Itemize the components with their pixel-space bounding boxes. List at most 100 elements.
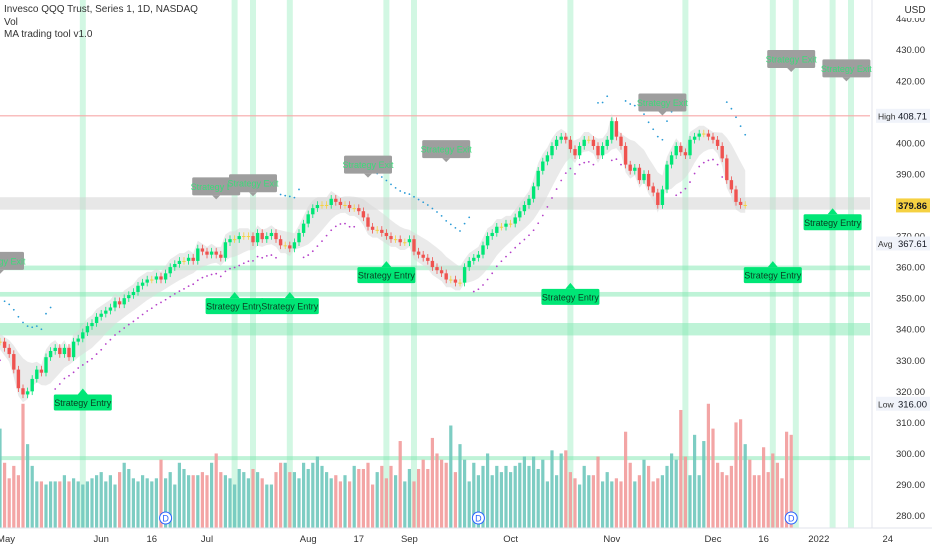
trailing-stop-dot — [104, 343, 107, 345]
currency-badge[interactable]: USD — [903, 4, 927, 18]
symbol-title[interactable]: Invesco QQQ Trust, Series 1, 1D, NASDAQ — [4, 4, 198, 15]
strategy-exit-marker: Strategy Exit — [766, 50, 817, 73]
signal-highlight-band — [792, 0, 799, 528]
trailing-stop-dot — [445, 220, 448, 222]
volume-bar — [752, 475, 756, 528]
volume-bar — [58, 481, 62, 528]
volume-bar — [748, 459, 752, 528]
candle-body — [642, 173, 646, 181]
volume-bar — [274, 472, 278, 528]
volume-bar — [384, 478, 388, 528]
candle-body — [67, 347, 71, 358]
strategy-entry-box — [53, 394, 112, 411]
candle-body — [490, 232, 494, 237]
candle-body — [633, 167, 637, 171]
candle-body — [531, 186, 536, 199]
trailing-stop-dot — [578, 163, 581, 166]
time-axis-tick: Sep — [401, 534, 418, 545]
volume-bar — [430, 437, 434, 528]
candle-body — [692, 136, 697, 140]
price-marker-box — [896, 108, 930, 123]
volume-bar — [348, 481, 352, 528]
volume-bar — [472, 462, 476, 528]
trailing-stop-dot — [679, 191, 682, 194]
dividend-marker-label: D — [788, 514, 795, 524]
volume-bar — [591, 475, 595, 528]
strategy-entry-label: Strategy Entry — [206, 302, 264, 312]
candle-body — [131, 291, 136, 296]
price-marker-label: Low — [878, 399, 894, 409]
time-axis-tick: 16 — [758, 534, 769, 545]
trailing-stop-dot — [307, 254, 310, 256]
candle-body — [623, 145, 628, 165]
trailing-stop-dot — [592, 163, 595, 166]
candle-body — [306, 214, 310, 224]
candle-body — [113, 301, 117, 308]
candle-body — [48, 350, 53, 358]
volume-bar — [371, 484, 375, 528]
trailing-stop-dot — [118, 330, 121, 333]
ma-indicator-label[interactable]: MA trading tool v1.0 — [4, 29, 93, 40]
trailing-stop-dot — [22, 321, 24, 324]
strategy-exit-label: Strategy Exit — [342, 160, 394, 170]
candle-body — [610, 121, 614, 140]
candle-body — [738, 201, 743, 205]
candle-body — [288, 245, 292, 249]
volume-bar — [614, 478, 618, 528]
support-zone — [0, 197, 870, 210]
candle-body — [449, 279, 453, 281]
trailing-stop-dot — [233, 266, 236, 269]
volume-bar — [407, 468, 411, 528]
volume-bar — [205, 475, 209, 528]
trailing-stop-dot — [735, 116, 737, 119]
volume-bar — [380, 465, 384, 528]
trailing-stop-dot — [247, 260, 250, 263]
candle-body — [467, 260, 471, 268]
volume-bar — [444, 462, 448, 528]
candle-body — [352, 208, 356, 210]
candle-body — [564, 136, 568, 140]
trailing-stop-dot — [100, 348, 103, 351]
trailing-stop-dot — [91, 357, 93, 360]
trailing-stop-dot — [132, 320, 135, 323]
volume-bar — [743, 444, 747, 528]
candle-body — [246, 236, 251, 238]
trailing-stop-dot — [477, 288, 480, 291]
trailing-stop-dot — [417, 198, 420, 201]
volume-bar — [610, 481, 614, 528]
volume-bar — [366, 462, 370, 528]
trailing-stop-dot — [261, 256, 264, 259]
trailing-stop-dot — [661, 138, 664, 141]
volume-indicator-label[interactable]: Vol — [4, 16, 18, 28]
trailing-stop-dot — [684, 187, 687, 190]
candle-body — [7, 347, 11, 355]
volume-bar — [412, 481, 416, 528]
strategy-entry-marker: Strategy Entry — [53, 388, 112, 411]
strategy-entry-marker: Strategy Entry — [357, 261, 415, 284]
trailing-stop-dot — [302, 256, 305, 259]
trailing-stop-dot — [325, 234, 328, 237]
chart-legend: Invesco QQQ Trust, Series 1, 1D, NASDAQ … — [4, 4, 198, 42]
trailing-stop-dot — [183, 287, 185, 290]
trailing-stop-dot — [597, 101, 599, 104]
volume-bar — [21, 403, 25, 528]
volume-bar — [306, 468, 310, 528]
candle-body — [508, 223, 513, 225]
trailing-stop-dot — [17, 315, 20, 318]
trailing-stop-dot — [192, 283, 195, 286]
volume-bar — [771, 453, 775, 528]
time-axis-tick: Nov — [603, 534, 620, 545]
trailing-stop-dot — [339, 223, 342, 225]
trailing-stop-dot — [569, 167, 572, 170]
candle-body — [729, 180, 734, 190]
trailing-stop-dot — [633, 104, 636, 107]
time-axis-tick: Jun — [94, 534, 109, 545]
candle-body — [122, 298, 126, 305]
strategy-entry-box — [260, 298, 319, 315]
volume-bar — [44, 484, 48, 528]
candle-body — [219, 254, 223, 258]
trailing-stop-dot — [344, 222, 346, 225]
price-marker-avg: 367.61 Avg — [876, 236, 930, 251]
